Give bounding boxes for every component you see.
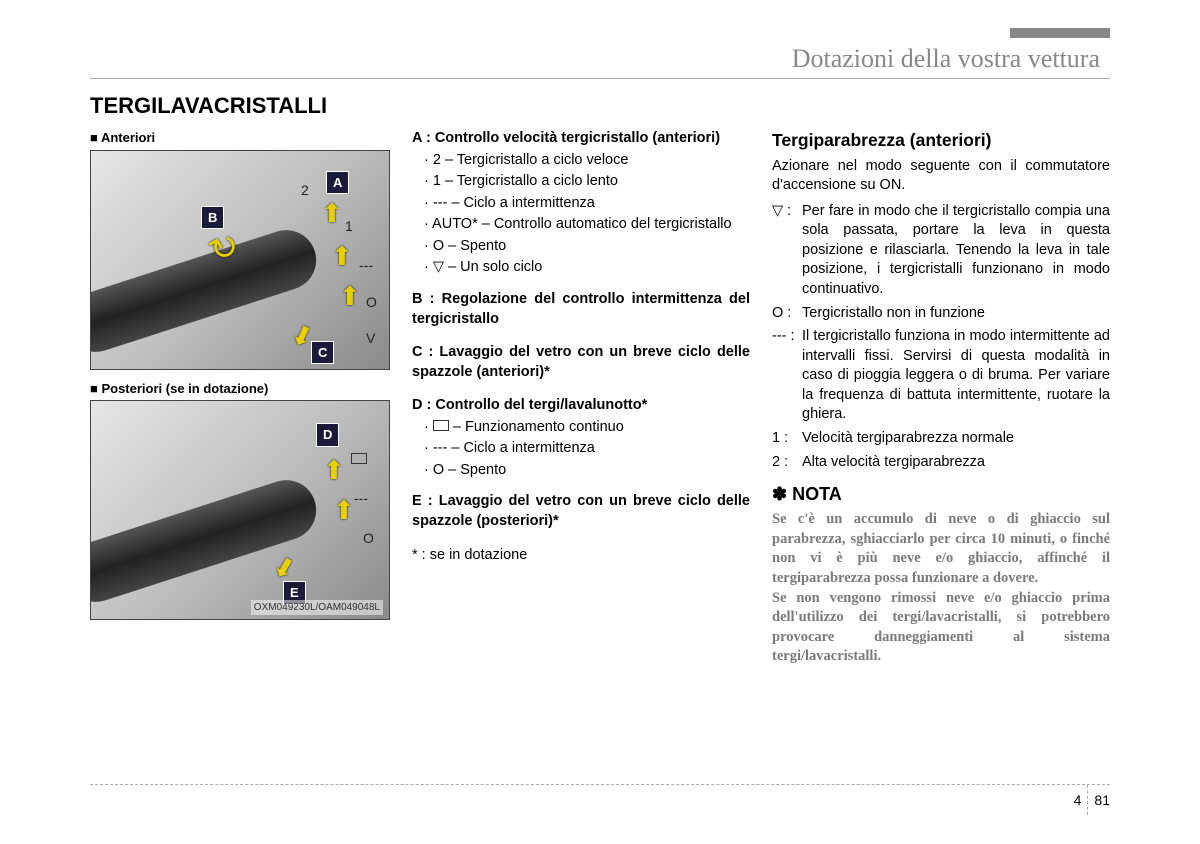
scale-V: V (366, 329, 375, 348)
list-item: · – Funzionamento continuo (424, 418, 750, 438)
page-separator (1087, 785, 1088, 815)
list-item: · O – Spento (424, 461, 750, 481)
definition-list: ▽ : Per fare in modo che il tergicristal… (772, 202, 1110, 472)
def-val: Tergicristallo non in funzione (802, 304, 1110, 324)
list-item: · O – Spento (424, 237, 750, 257)
tag-C: C (311, 341, 334, 365)
arrow-up-icon: ⬆ (331, 239, 353, 274)
figure-posteriori: D E ⬆ ⬆ ⬇ --- O OXM049230L/OAM049048L (90, 400, 390, 620)
col3-intro: Azionare nel modo seguente con il commut… (772, 157, 1110, 196)
def-key: --- : (772, 327, 802, 425)
page-section-number: 4 (1074, 792, 1082, 808)
figure-code: OXM049230L/OAM049048L (251, 600, 383, 616)
list-item: · --- – Ciclo a intermittenza (424, 439, 750, 459)
def-key: 2 : (772, 453, 802, 473)
footnote: * : se in dotazione (412, 546, 750, 566)
chapter-title: Dotazioni della vostra vettura (792, 44, 1100, 74)
section-A-head: A : Controllo velocità tergicristallo (a… (412, 129, 750, 149)
arrow-up-icon: ⬆ (323, 453, 345, 488)
section-D-head: D : Controllo del tergi/lavalunotto* (412, 396, 750, 416)
scale-2: 2 (301, 181, 309, 200)
nota-head: ✽ NOTA (772, 482, 1110, 506)
col3-subhead: Tergiparabrezza (anteriori) (772, 129, 1110, 153)
def-key: O : (772, 304, 802, 324)
page-footer: 4 81 (90, 784, 1110, 814)
page-title: TERGILAVACRISTALLI (90, 93, 1110, 119)
scale-1: 1 (345, 217, 353, 236)
section-A-list: · 2 – Tergicristallo a ciclo veloce · 1 … (424, 151, 750, 278)
def-val: Il tergicristallo funziona in modo inter… (802, 327, 1110, 425)
def-item: 2 : Alta velocità tergiparabrezza (772, 453, 1110, 473)
description-column: Tergiparabrezza (anteriori) Azionare nel… (772, 129, 1110, 667)
def-val: Alta velocità tergiparabrezza (802, 453, 1110, 473)
fig2-label: ■ Posteriori (se in dotazione) (90, 380, 390, 398)
def-item: --- : Il tergicristallo funziona in modo… (772, 327, 1110, 425)
figures-column: ■ Anteriori A B C ⬆ ⬆ ⬆ ⬇ ↻ 2 1 --- O V … (90, 129, 390, 667)
scale-dash: --- (359, 256, 373, 275)
section-D-list: · – Funzionamento continuo · --- – Ciclo… (424, 418, 750, 481)
arrow-up-icon: ⬆ (339, 279, 361, 314)
figure-anteriori: A B C ⬆ ⬆ ⬆ ⬇ ↻ 2 1 --- O V (90, 150, 390, 370)
def-item: O : Tergicristallo non in funzione (772, 304, 1110, 324)
list-item: · --- – Ciclo a intermittenza (424, 194, 750, 214)
rect-icon (351, 453, 367, 464)
nota-body: Se c'è un accumulo di neve o di ghiaccio… (772, 510, 1110, 667)
section-B-head: B : Regolazione del controllo intermitte… (412, 290, 750, 329)
list-item: · 2 – Tergicristallo a ciclo veloce (424, 151, 750, 171)
scale-O-2: O (363, 529, 374, 548)
section-C-head: C : Lavaggio del vetro con un breve cicl… (412, 343, 750, 382)
tag-D: D (316, 423, 339, 447)
list-item: · 1 – Tergicristallo a ciclo lento (424, 172, 750, 192)
list-item: · ▽ – Un solo ciclo (424, 258, 750, 278)
header-accent-bar (1010, 28, 1110, 38)
def-val: Velocità tergiparabrezza normale (802, 429, 1110, 449)
tag-A: A (326, 171, 349, 195)
def-key: 1 : (772, 429, 802, 449)
fig1-label: ■ Anteriori (90, 129, 390, 147)
list-item-text: – Funzionamento continuo (453, 419, 624, 435)
arrow-up-icon: ⬆ (321, 196, 343, 231)
controls-column: A : Controllo velocità tergicristallo (a… (412, 129, 750, 667)
def-key: ▽ : (772, 202, 802, 300)
rect-icon (433, 420, 449, 431)
list-item: · AUTO* – Controllo automatico del tergi… (424, 215, 750, 235)
scale-dash-2: --- (354, 489, 368, 508)
def-item: ▽ : Per fare in modo che il tergicristal… (772, 202, 1110, 300)
scale-rect (351, 449, 367, 468)
def-val: Per fare in modo che il tergicristallo c… (802, 202, 1110, 300)
arrow-up-icon: ⬆ (333, 493, 355, 528)
section-E-head: E : Lavaggio del vetro con un breve cicl… (412, 492, 750, 531)
page-number: 81 (1094, 792, 1110, 808)
header-rule (90, 78, 1110, 79)
scale-O: O (366, 293, 377, 312)
def-item: 1 : Velocità tergiparabrezza normale (772, 429, 1110, 449)
